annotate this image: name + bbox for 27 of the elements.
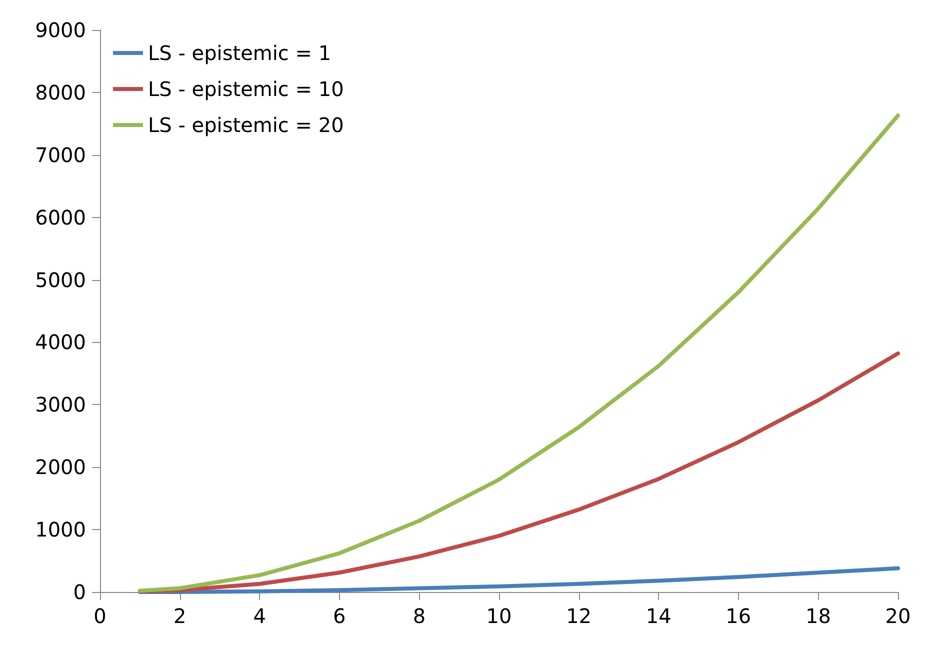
y-tick-label: 2000 (35, 455, 86, 480)
y-tick-label: 6000 (35, 205, 86, 230)
x-tick-label: 4 (253, 604, 266, 628)
x-tick-label: 8 (412, 604, 426, 628)
x-tick-label: 18 (805, 604, 831, 628)
x-tick-label: 14 (646, 604, 672, 628)
line-series (138, 114, 900, 593)
y-tick-label: 8000 (35, 80, 86, 104)
y-tick-label: 9000 (35, 18, 86, 42)
line-series (138, 566, 900, 594)
y-tick-label: 4000 (35, 330, 86, 354)
x-tick-label: 0 (94, 604, 106, 628)
y-tick-label: 7000 (35, 142, 86, 167)
y-tick-label: 5000 (35, 268, 86, 292)
x-tick-label: 6 (333, 604, 346, 628)
y-tick-label: 1000 (35, 518, 86, 542)
legend-label: LS - epistemic = 20 (148, 113, 344, 137)
y-tick-label: 0 (73, 580, 86, 604)
x-tick-label: 2 (173, 604, 186, 628)
legend-label: LS - epistemic = 10 (148, 77, 344, 101)
x-tick-label: 20 (885, 604, 911, 628)
legend-label: LS - epistemic = 1 (148, 41, 332, 65)
x-tick-label: 16 (726, 604, 752, 628)
y-tick-label: 3000 (35, 392, 86, 417)
x-tick-label: 10 (486, 604, 512, 628)
line-series (138, 351, 900, 594)
x-tick-label: 12 (566, 604, 592, 628)
